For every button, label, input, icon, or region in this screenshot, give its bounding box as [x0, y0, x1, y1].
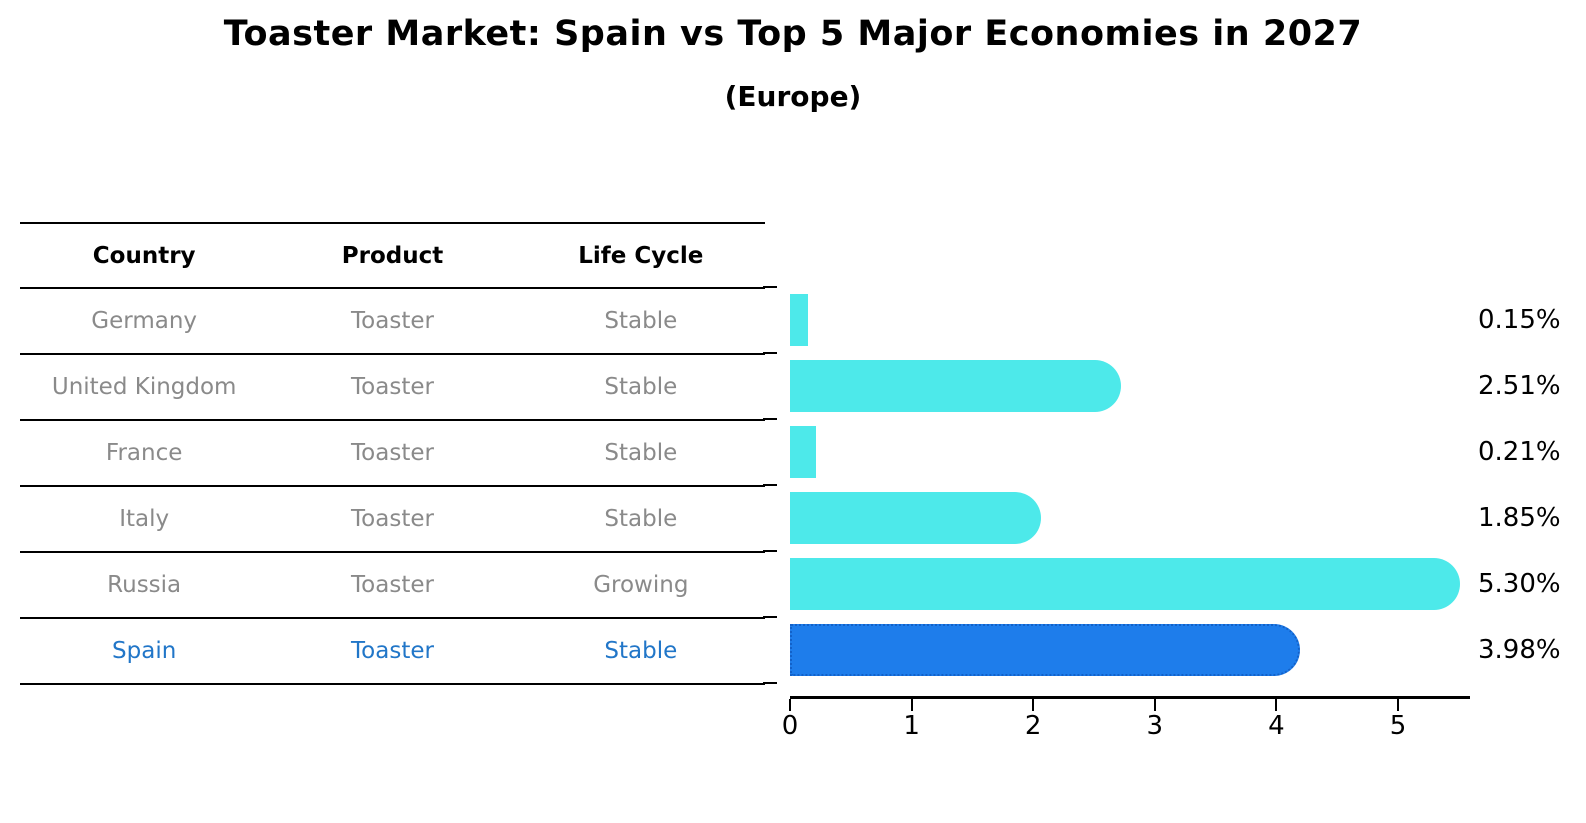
- table-cell-country: France: [105, 440, 183, 466]
- x-axis-tick-label: 3: [1146, 711, 1164, 741]
- column-header-country: Country: [92, 242, 196, 269]
- table-cell-country: Germany: [91, 308, 198, 334]
- table-cell-product: Toaster: [351, 374, 434, 400]
- table-cell-lifecycle: Growing: [593, 572, 689, 598]
- x-axis-tick-label: 1: [903, 711, 920, 741]
- table-cell-country: Russia: [107, 572, 182, 598]
- table-cell-lifecycle: Stable: [604, 506, 678, 532]
- table-row: France Toaster Stable: [20, 421, 765, 487]
- bar-value-label: 2.51%: [1478, 371, 1561, 401]
- x-axis-tick: [910, 699, 913, 711]
- x-axis-tick-label: 0: [781, 711, 799, 741]
- table-row: Spain Toaster Stable: [20, 619, 765, 685]
- y-axis-tick: [763, 550, 777, 552]
- y-axis-tick: [763, 286, 777, 288]
- bar-united-kingdom: [790, 360, 1122, 412]
- x-axis-tick: [1275, 699, 1278, 711]
- bar-value-label: 0.15%: [1478, 305, 1561, 335]
- x-axis-tick: [1153, 699, 1156, 711]
- table-cell-product: Toaster: [351, 638, 434, 664]
- bar-italy: [790, 492, 1041, 544]
- x-axis-line: [790, 696, 1470, 699]
- x-axis-tick: [789, 699, 791, 711]
- bar-value-label: 1.85%: [1478, 503, 1561, 533]
- table-cell-product: Toaster: [351, 308, 434, 334]
- table-cell-country: United Kingdom: [51, 374, 237, 400]
- table-cell-lifecycle: Stable: [604, 638, 678, 664]
- bar-france: [790, 426, 816, 478]
- table-cell-country: Spain: [112, 638, 177, 664]
- y-axis-tick: [763, 484, 777, 486]
- table-row: Germany Toaster Stable: [20, 289, 765, 355]
- table-header-row: Country Product Life Cycle: [20, 224, 765, 289]
- y-axis-tick: [763, 352, 777, 354]
- x-axis-tick: [1032, 699, 1035, 711]
- table-body: Germany Toaster Stable United Kingdom Toaste…: [20, 289, 765, 685]
- x-axis-tick-label: 5: [1389, 711, 1407, 741]
- column-header-lifecycle: Life Cycle: [578, 242, 704, 269]
- y-axis-tick: [763, 418, 777, 420]
- y-axis-tick: [763, 682, 777, 684]
- x-axis-tick: [1397, 699, 1399, 711]
- bar-germany: [790, 294, 809, 346]
- page-title: Toaster Market: Spain vs Top 5 Major Eco…: [223, 14, 1363, 54]
- table-cell-lifecycle: Stable: [604, 440, 678, 466]
- bar-value-label: 5.30%: [1478, 569, 1561, 599]
- x-axis-tick-label: 4: [1268, 711, 1285, 741]
- bar-value-label: 0.21%: [1478, 437, 1561, 467]
- column-header-product: Product: [341, 242, 444, 269]
- table-cell-product: Toaster: [351, 506, 434, 532]
- bar-russia: [790, 558, 1461, 610]
- x-axis-tick-label: 2: [1024, 711, 1042, 741]
- y-axis-tick: [763, 616, 777, 618]
- table-cell-country: Italy: [119, 506, 170, 532]
- page-subtitle: (Europe): [724, 80, 862, 113]
- table-row: Russia Toaster Growing: [20, 553, 765, 619]
- table-cell-product: Toaster: [351, 572, 434, 598]
- table-cell-product: Toaster: [351, 440, 434, 466]
- country-table: Country Product Life Cycle Germany Toaste…: [20, 222, 765, 685]
- table-cell-lifecycle: Stable: [604, 308, 678, 334]
- bar-value-label: 3.98%: [1478, 635, 1561, 665]
- table-row: Italy Toaster Stable: [20, 487, 765, 553]
- table-cell-lifecycle: Stable: [604, 374, 678, 400]
- table-row: United Kingdom Toaster Stable: [20, 355, 765, 421]
- bar-highlight-spain: [790, 624, 1300, 676]
